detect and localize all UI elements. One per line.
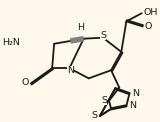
Text: S: S [100, 31, 107, 40]
Text: O: O [21, 78, 28, 87]
Text: H: H [77, 23, 84, 32]
Text: S: S [101, 96, 107, 105]
Text: N: N [67, 66, 74, 75]
Text: O: O [144, 22, 152, 31]
Text: OH: OH [144, 8, 158, 17]
Text: H₂N: H₂N [2, 38, 20, 47]
Text: N: N [132, 89, 139, 98]
Text: S: S [92, 111, 98, 120]
Text: N: N [129, 101, 136, 110]
